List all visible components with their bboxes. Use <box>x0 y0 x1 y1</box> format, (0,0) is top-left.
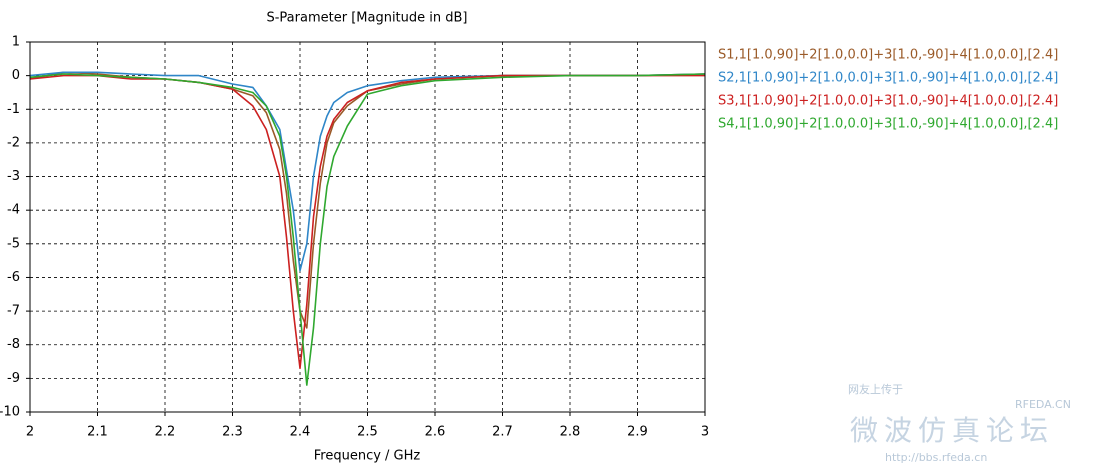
x-tick-label: 2.6 <box>425 425 446 440</box>
legend-label: S2,1[1.0,90]+2[1.0,0.0]+3[1.0,-90]+4[1.0… <box>718 71 1058 86</box>
x-tick-label: 3 <box>701 425 709 440</box>
x-tick-label: 2.4 <box>290 425 311 440</box>
watermark-url: http://bbs.rfeda.cn <box>885 451 987 464</box>
watermark-forum: 微波仿真论坛 <box>850 414 1054 447</box>
y-tick-label: -9 <box>7 371 20 386</box>
x-axis-label: Frequency / GHz <box>314 449 421 464</box>
y-tick-label: 0 <box>12 68 20 83</box>
watermark: 网友上传于 RFEDA.CN 微波仿真论坛 http://bbs.rfeda.c… <box>848 382 1071 464</box>
y-tick-label: -7 <box>7 304 20 319</box>
x-tick-label: 2.5 <box>357 425 378 440</box>
x-tick-label: 2.2 <box>155 425 176 440</box>
watermark-site: RFEDA.CN <box>1015 398 1071 411</box>
series-line <box>29 71 706 272</box>
plot-frame <box>29 41 706 413</box>
x-tick-label: 2.1 <box>87 425 108 440</box>
y-tick-label: -1 <box>7 102 20 117</box>
y-tick-label: -10 <box>0 405 20 420</box>
legend-label: S4,1[1.0,90]+2[1.0,0.0]+3[1.0,-90]+4[1.0… <box>718 117 1058 132</box>
watermark-uploader: 网友上传于 <box>848 382 903 396</box>
y-tick-label: -2 <box>7 135 20 150</box>
y-tick-label: -4 <box>7 203 20 218</box>
x-tick-label: 2.8 <box>560 425 581 440</box>
y-tick-label: 1 <box>12 35 20 50</box>
series-line <box>29 73 706 386</box>
y-tick-label: -5 <box>7 236 20 251</box>
x-tick-label: 2.9 <box>627 425 648 440</box>
y-tick-label: -8 <box>7 337 20 352</box>
x-tick-label: 2 <box>26 425 34 440</box>
x-tick-label: 2.7 <box>492 425 513 440</box>
legend-label: S3,1[1.0,90]+2[1.0,0.0]+3[1.0,-90]+4[1.0… <box>718 94 1058 109</box>
legend-label: S1,1[1.0,90]+2[1.0,0.0]+3[1.0,-90]+4[1.0… <box>718 48 1058 63</box>
y-tick-label: -3 <box>7 169 20 184</box>
chart-title: S-Parameter [Magnitude in dB] <box>266 11 467 26</box>
y-tick-label: -6 <box>7 270 20 285</box>
x-tick-label: 2.3 <box>222 425 243 440</box>
